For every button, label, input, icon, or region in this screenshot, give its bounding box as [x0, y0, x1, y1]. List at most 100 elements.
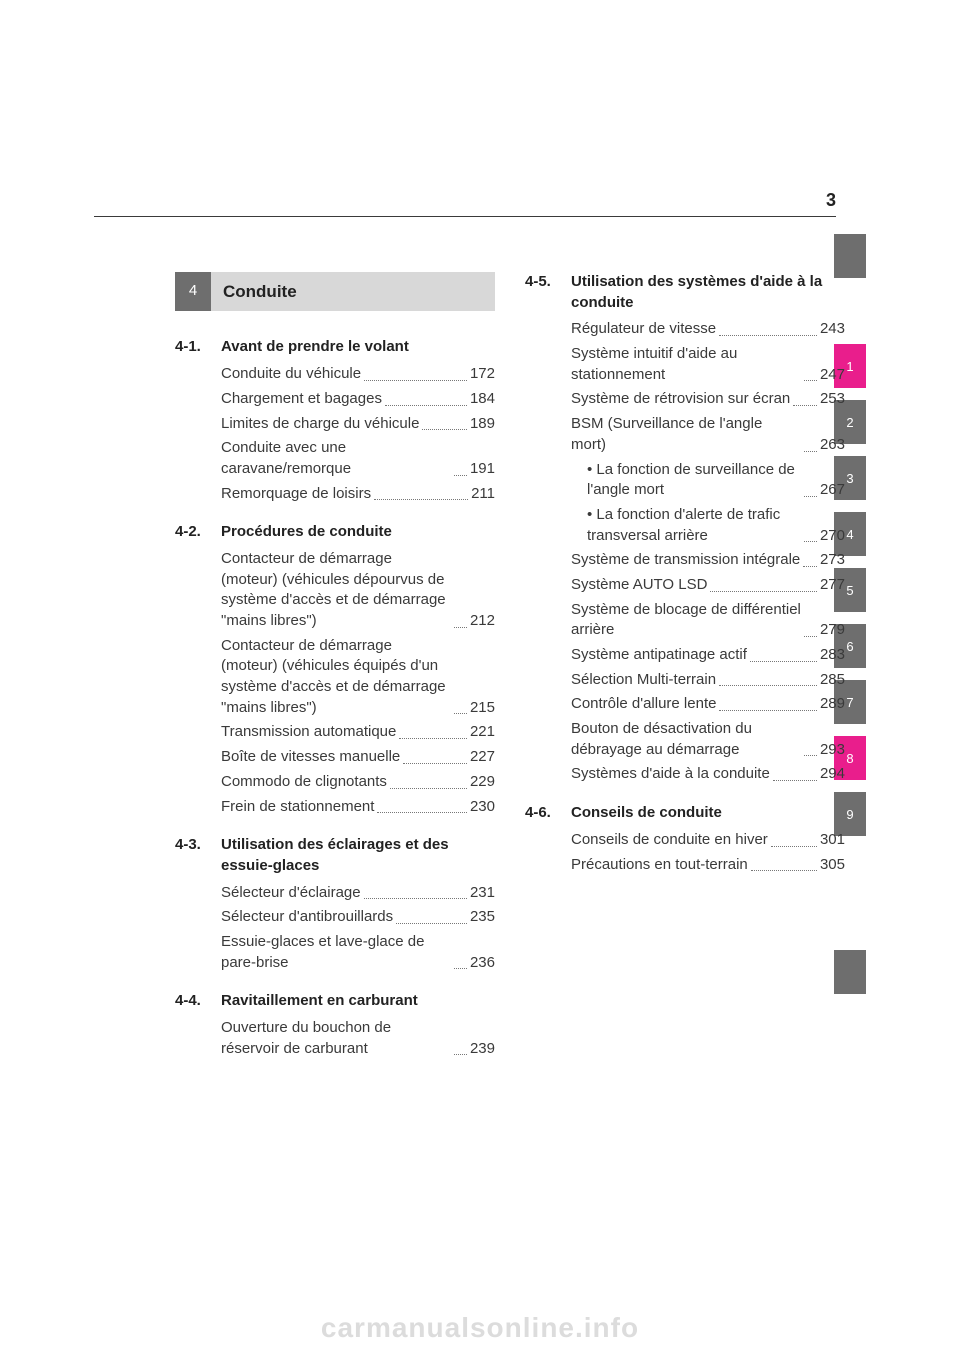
toc-entry-page: 229	[470, 772, 495, 793]
toc-entry-page: 211	[471, 484, 495, 505]
toc-entry-page: 221	[470, 722, 495, 743]
toc-entry-page: 231	[470, 883, 495, 904]
toc-entry-label: Commodo de clignotants	[221, 772, 387, 793]
leader-dots	[751, 870, 817, 871]
toc-entry-label: Contrôle d'allure lente	[571, 694, 716, 715]
toc-entry-page: 215	[470, 698, 495, 719]
toc-entry-page: 191	[470, 459, 495, 480]
toc-entry[interactable]: Contacteur de démarrage (moteur) (véhicu…	[221, 636, 495, 719]
leader-dots	[804, 541, 817, 542]
toc-entry[interactable]: • La fonction d'alerte de trafic transve…	[587, 505, 845, 546]
leader-dots	[364, 898, 467, 899]
toc-entry-page: 267	[820, 480, 845, 501]
toc-entry-page: 294	[820, 764, 845, 785]
toc-entry[interactable]: Boîte de vitesses manuelle227	[221, 747, 495, 768]
leader-dots	[793, 405, 817, 406]
leader-dots	[454, 968, 467, 969]
toc-section-heading: 4-6.Conseils de conduite	[525, 803, 845, 824]
leader-dots	[396, 923, 467, 924]
toc-entry[interactable]: Chargement et bagages184	[221, 389, 495, 410]
toc-entry-page: 236	[470, 953, 495, 974]
toc-entry[interactable]: Système de rétrovision sur écran253	[571, 389, 845, 410]
toc-entry-label: BSM (Surveillance de l'angle mort)	[571, 414, 801, 455]
leader-dots	[710, 591, 817, 592]
toc-entry[interactable]: Ouverture du bouchon de réservoir de car…	[221, 1018, 495, 1059]
toc-entry-label: Contacteur de démarrage (moteur) (véhicu…	[221, 636, 451, 719]
leader-dots	[750, 661, 817, 662]
leader-dots	[385, 405, 467, 406]
toc-entry[interactable]: • La fonction de surveillance de l'angle…	[587, 460, 845, 501]
toc-entry[interactable]: Système AUTO LSD277	[571, 575, 845, 596]
toc-entry-label: • La fonction d'alerte de trafic transve…	[587, 505, 801, 546]
toc-entry[interactable]: Conduite du véhicule 172	[221, 364, 495, 385]
toc-entry-page: 301	[820, 830, 845, 851]
toc-section-heading: 4-4.Ravitaillement en carburant	[175, 991, 495, 1012]
leader-dots	[719, 710, 817, 711]
toc-entry-label: Frein de stationnement	[221, 797, 374, 818]
toc-entry[interactable]: Essuie-glaces et lave-glace de pare-bris…	[221, 932, 495, 973]
toc-entry-label: Ouverture du bouchon de réservoir de car…	[221, 1018, 451, 1059]
toc-section-number: 4-2.	[175, 522, 221, 543]
leader-dots	[399, 738, 467, 739]
toc-entry-page: 235	[470, 907, 495, 928]
toc-entry-page: 184	[470, 389, 495, 410]
toc-entry[interactable]: Système de transmission intégrale 273	[571, 550, 845, 571]
toc-section-number: 4-6.	[525, 803, 571, 824]
toc-section: 4-6.Conseils de conduiteConseils de cond…	[525, 803, 845, 875]
toc-entry-page: 243	[820, 319, 845, 340]
toc-entry[interactable]: Conduite avec une caravane/remorque191	[221, 438, 495, 479]
toc-entry[interactable]: Sélecteur d'antibrouillards 235	[221, 907, 495, 928]
toc-entry-page: 189	[470, 414, 495, 435]
header-rule	[94, 216, 836, 217]
toc-entry[interactable]: Bouton de désactivation du débrayage au …	[571, 719, 845, 760]
toc-entry-page: 289	[820, 694, 845, 715]
toc-entry-page: 212	[470, 611, 495, 632]
toc-entry[interactable]: Sélecteur d'éclairage231	[221, 883, 495, 904]
toc-entry[interactable]: Limites de charge du véhicule 189	[221, 414, 495, 435]
toc-entry[interactable]: Contacteur de démarrage (moteur) (véhicu…	[221, 549, 495, 632]
leader-dots	[771, 846, 817, 847]
leader-dots	[390, 788, 467, 789]
toc-entry-label: Système AUTO LSD	[571, 575, 707, 596]
toc-entry[interactable]: Précautions en tout-terrain305	[571, 855, 845, 876]
toc-entry-label: Remorquage de loisirs	[221, 484, 371, 505]
toc-section-heading: 4-5.Utilisation des systèmes d'aide à la…	[525, 272, 845, 313]
toc-section-title: Conseils de conduite	[571, 803, 845, 824]
leader-dots	[773, 780, 817, 781]
toc-entry[interactable]: Commodo de clignotants 229	[221, 772, 495, 793]
toc-entry[interactable]: Système de blocage de différentiel arriè…	[571, 600, 845, 641]
toc-entry-label: Conduite du véhicule	[221, 364, 361, 385]
toc-section: 4-4.Ravitaillement en carburant Ouverture…	[175, 991, 495, 1059]
toc-entry[interactable]: Sélection Multi-terrain285	[571, 670, 845, 691]
toc-entry[interactable]: Système antipatinage actif283	[571, 645, 845, 666]
toc-entry-label: Limites de charge du véhicule	[221, 414, 419, 435]
toc-entry[interactable]: Système intuitif d'aide au stationnement…	[571, 344, 845, 385]
toc-entry-page: 273	[820, 550, 845, 571]
toc-entry-label: Essuie-glaces et lave-glace de pare-bris…	[221, 932, 451, 973]
leader-dots	[719, 685, 817, 686]
toc-entry[interactable]: Conseils de conduite en hiver301	[571, 830, 845, 851]
toc-section-title: Ravitaillement en carburant	[221, 991, 495, 1012]
toc-entry-page: 172	[470, 364, 495, 385]
toc-entry[interactable]: Remorquage de loisirs 211	[221, 484, 495, 505]
toc-section-number: 4-3.	[175, 835, 221, 876]
leader-dots	[804, 380, 817, 381]
toc-section-number: 4-1.	[175, 337, 221, 358]
toc-entry[interactable]: Systèmes d'aide à la conduite294	[571, 764, 845, 785]
toc-section-heading: 4-1.Avant de prendre le volant	[175, 337, 495, 358]
leader-dots	[364, 380, 467, 381]
toc-entry[interactable]: Contrôle d'allure lente 289	[571, 694, 845, 715]
toc-entry-page: 293	[820, 740, 845, 761]
toc-entry[interactable]: Transmission automatique221	[221, 722, 495, 743]
toc-entry[interactable]: BSM (Surveillance de l'angle mort)263	[571, 414, 845, 455]
toc-section-number: 4-5.	[525, 272, 571, 313]
toc-entry[interactable]: Régulateur de vitesse 243	[571, 319, 845, 340]
toc-entry-label: Régulateur de vitesse	[571, 319, 716, 340]
toc-entry-page: 305	[820, 855, 845, 876]
toc-entry-page: 279	[820, 620, 845, 641]
leader-dots	[374, 499, 468, 500]
toc-section-number: 4-4.	[175, 991, 221, 1012]
toc-entry-label: Sélecteur d'antibrouillards	[221, 907, 393, 928]
toc-entry-label: Système de transmission intégrale	[571, 550, 800, 571]
toc-entry[interactable]: Frein de stationnement230	[221, 797, 495, 818]
